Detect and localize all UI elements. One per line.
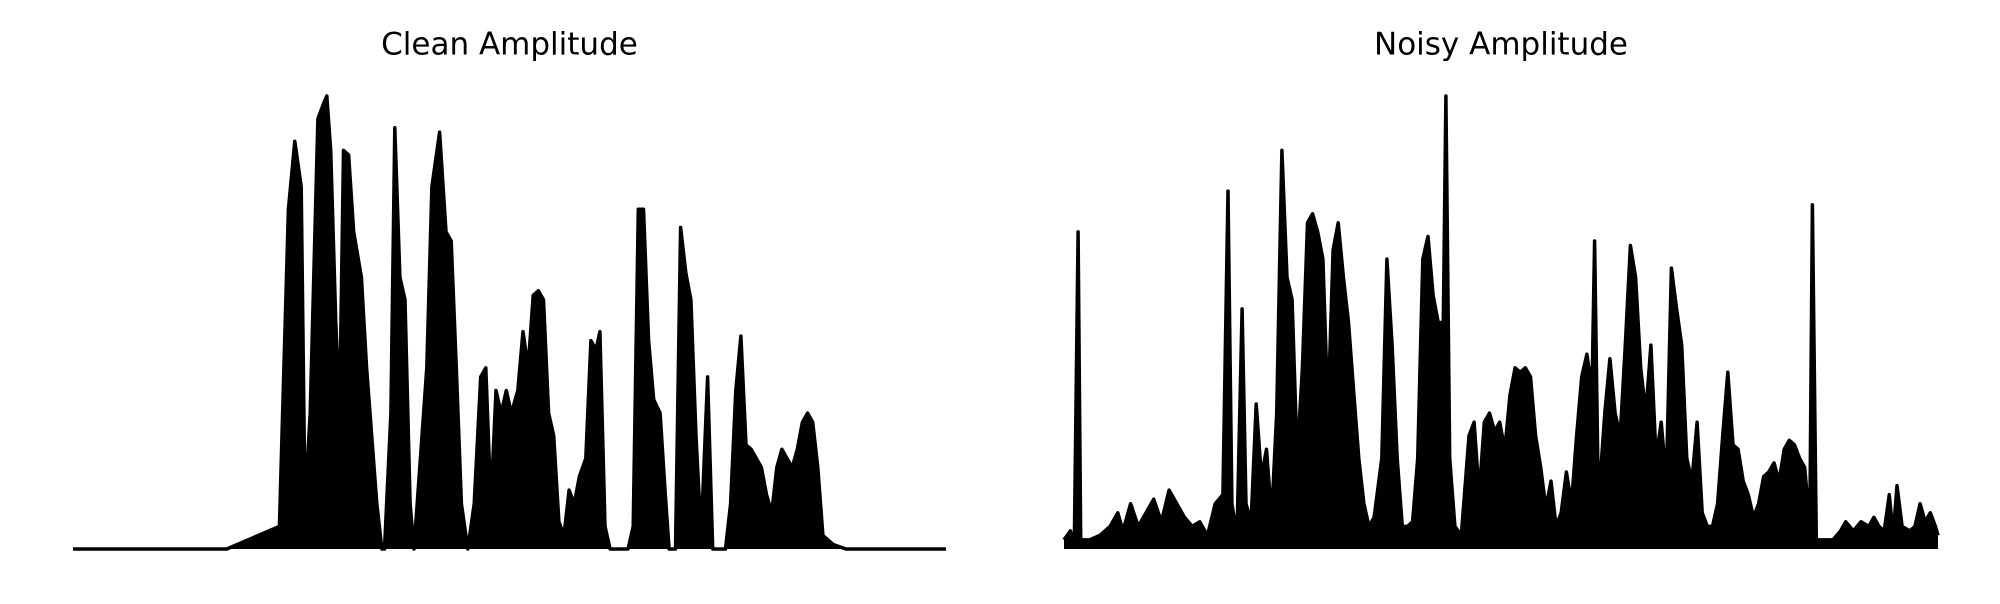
chart-title: Noisy Amplitude xyxy=(1374,27,1628,63)
amplitude-line xyxy=(1062,94,1940,547)
amplitude-area xyxy=(1064,96,1938,549)
amplitude-area xyxy=(73,96,946,549)
chart-title: Clean Amplitude xyxy=(381,27,638,63)
amplitude-line xyxy=(73,94,946,551)
